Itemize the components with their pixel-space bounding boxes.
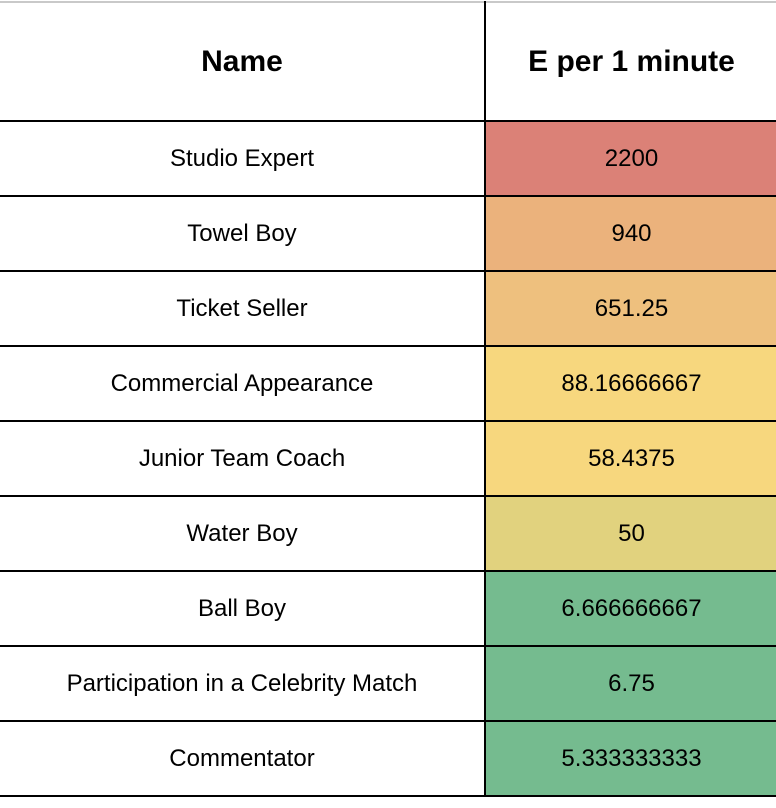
table-row: Water Boy 50 xyxy=(0,495,776,572)
value-cell[interactable]: 50 xyxy=(484,495,776,572)
table-row: Junior Team Coach 58.4375 xyxy=(0,420,776,497)
column-header-value[interactable]: E per 1 minute xyxy=(485,1,776,122)
table-row: Towel Boy 940 xyxy=(0,195,776,272)
value-cell[interactable]: 6.75 xyxy=(484,645,776,722)
name-cell[interactable]: Ticket Seller xyxy=(0,270,486,347)
table-row: Participation in a Celebrity Match 6.75 xyxy=(0,645,776,722)
value-cell[interactable]: 651.25 xyxy=(484,270,776,347)
name-cell[interactable]: Participation in a Celebrity Match xyxy=(0,645,486,722)
value-cell[interactable]: 2200 xyxy=(484,120,776,197)
value-cell[interactable]: 88.16666667 xyxy=(484,345,776,422)
value-cell[interactable]: 58.4375 xyxy=(484,420,776,497)
name-cell[interactable]: Ball Boy xyxy=(0,570,486,647)
name-cell[interactable]: Commentator xyxy=(0,720,486,797)
name-cell[interactable]: Towel Boy xyxy=(0,195,486,272)
table-row: Commentator 5.333333333 xyxy=(0,720,776,797)
name-cell[interactable]: Commercial Appearance xyxy=(0,345,486,422)
table-row: Commercial Appearance 88.16666667 xyxy=(0,345,776,422)
table-row: Ball Boy 6.666666667 xyxy=(0,570,776,647)
header-row: Name E per 1 minute xyxy=(0,1,776,122)
value-cell[interactable]: 940 xyxy=(484,195,776,272)
value-cell[interactable]: 5.333333333 xyxy=(484,720,776,797)
table-row: Ticket Seller 651.25 xyxy=(0,270,776,347)
name-cell[interactable]: Junior Team Coach xyxy=(0,420,486,497)
table-row: Studio Expert 2200 xyxy=(0,120,776,197)
value-cell[interactable]: 6.666666667 xyxy=(484,570,776,647)
name-cell[interactable]: Studio Expert xyxy=(0,120,486,197)
column-header-name[interactable]: Name xyxy=(0,1,486,122)
name-cell[interactable]: Water Boy xyxy=(0,495,486,572)
